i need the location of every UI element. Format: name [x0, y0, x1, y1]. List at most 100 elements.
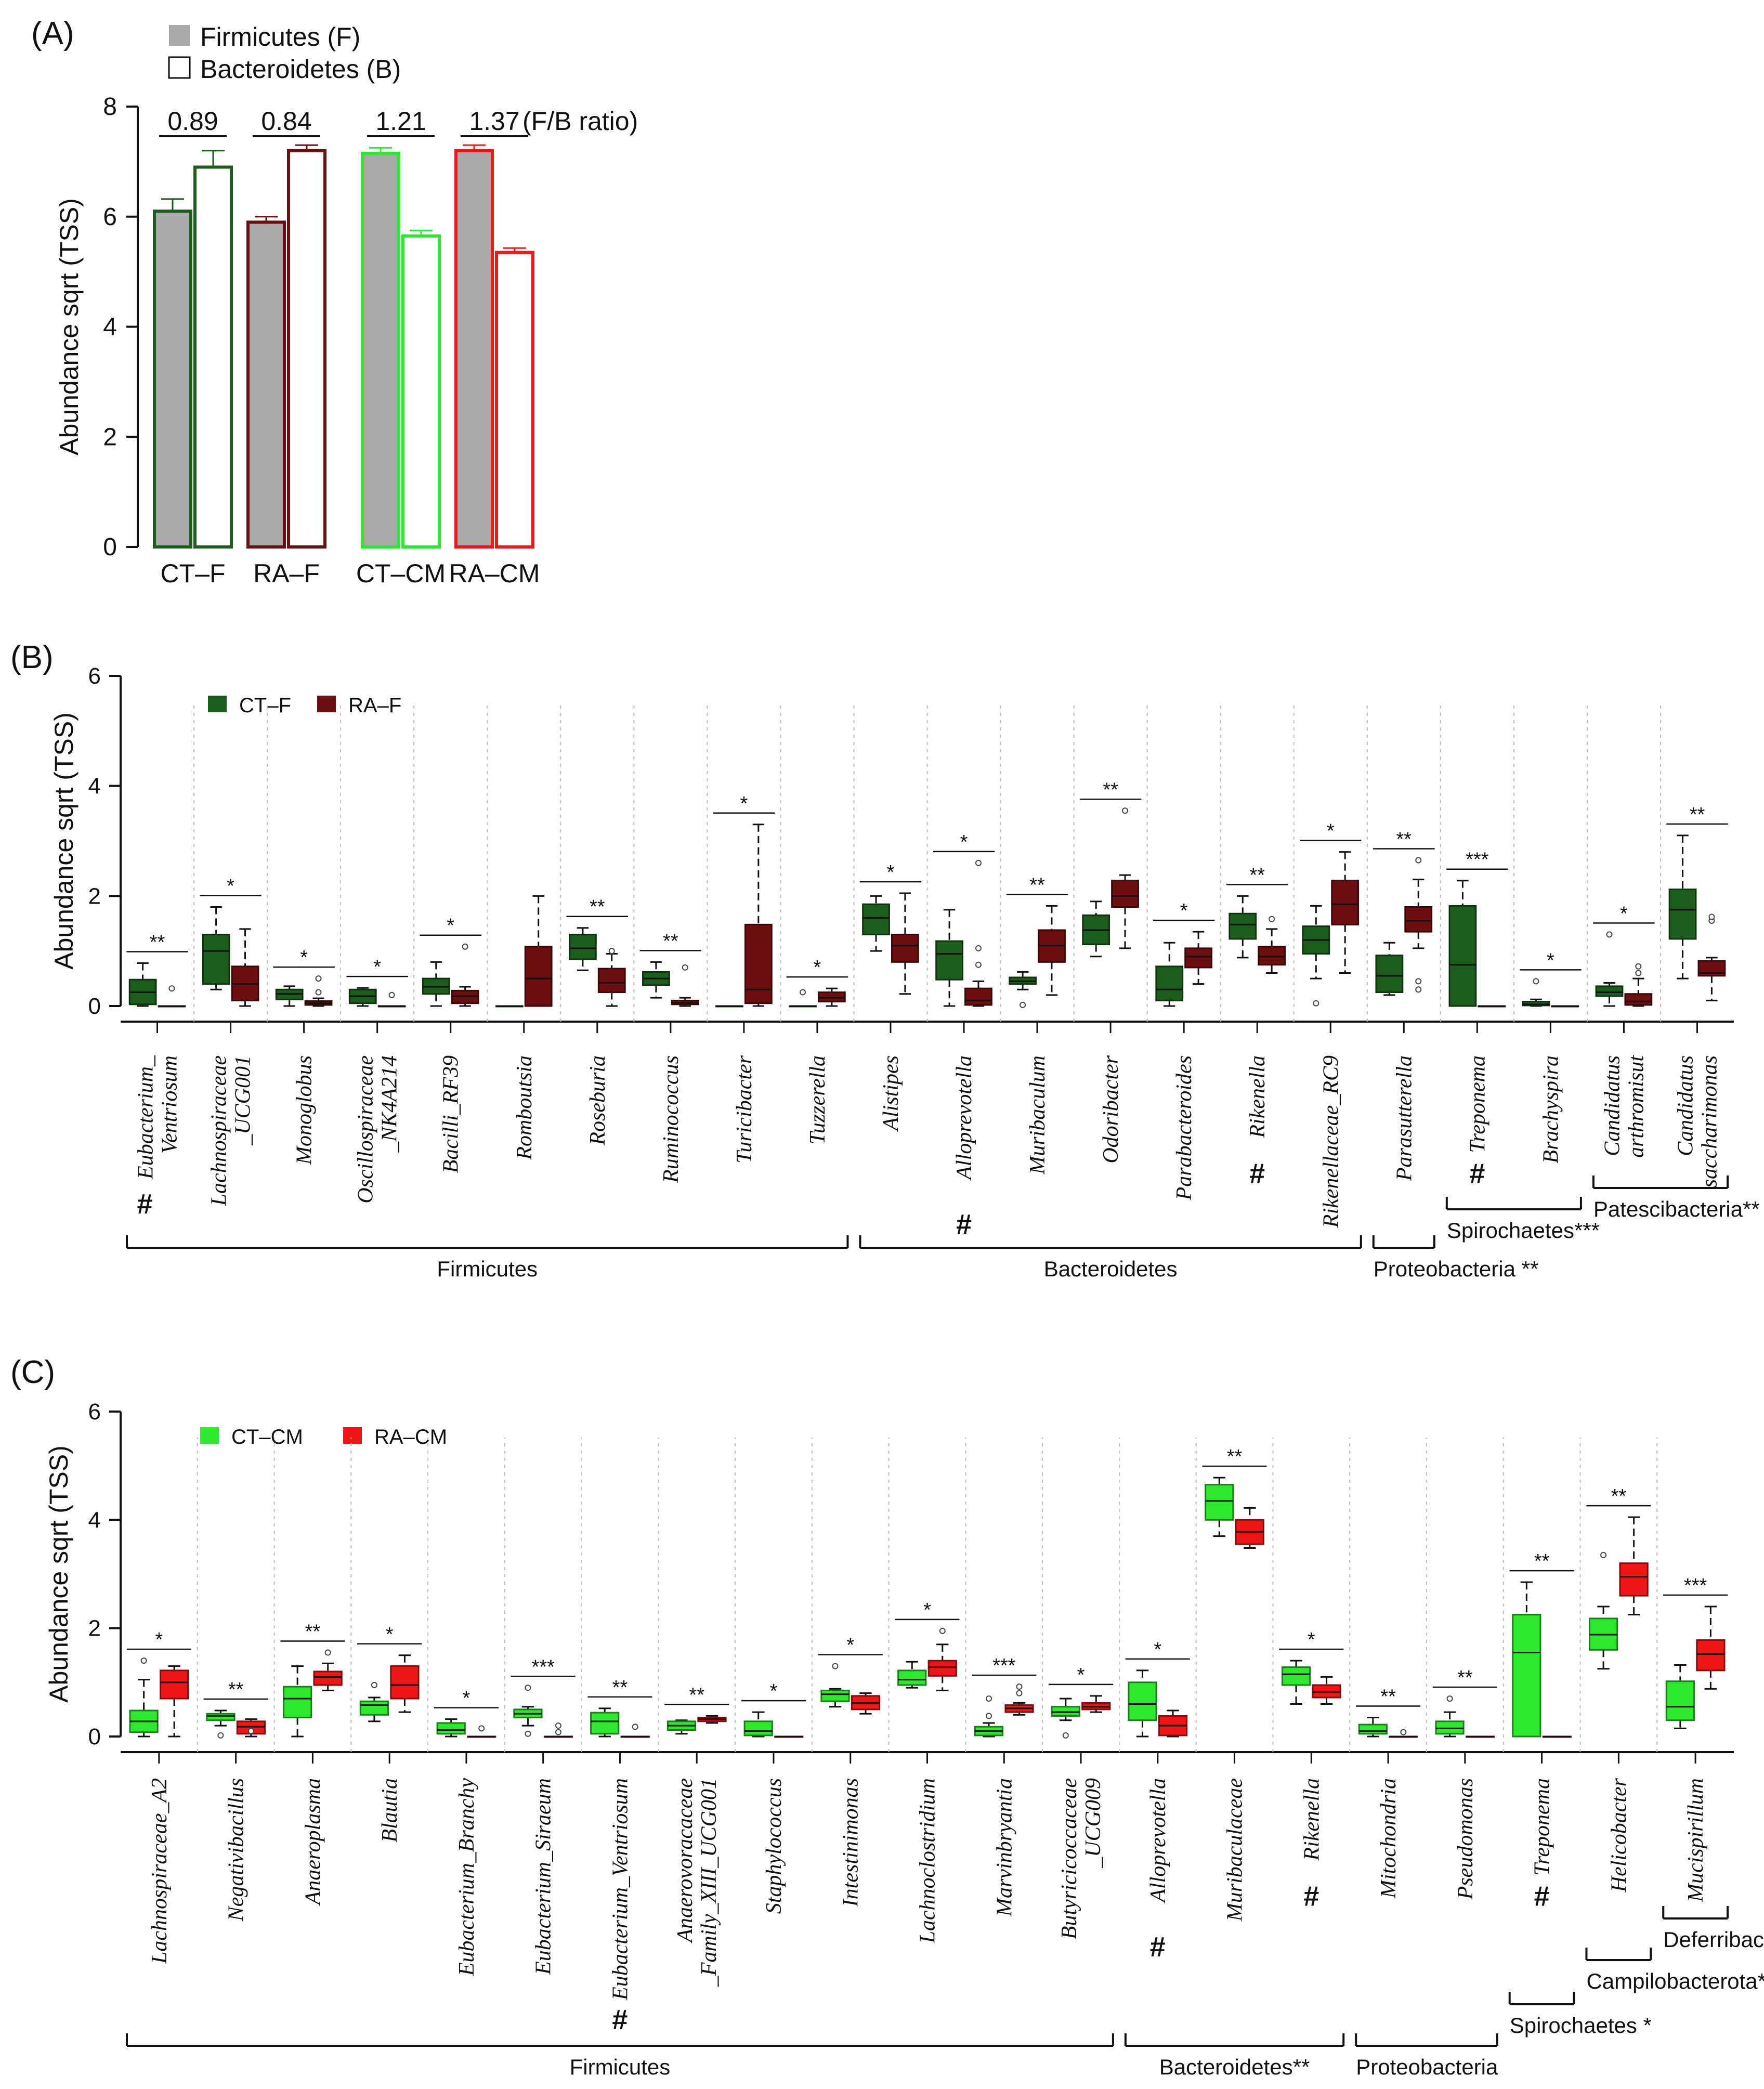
box-ra	[1404, 906, 1433, 933]
bar-firmicutes	[361, 151, 400, 549]
significance-stars: *	[227, 876, 234, 897]
taxon-label: Mitochondria	[1377, 1778, 1401, 1899]
taxon-label: Brachyspira	[1539, 1055, 1563, 1164]
outlier-point	[324, 1649, 331, 1656]
taxon-label: Muribaculum	[1026, 1055, 1050, 1175]
outlier-point	[832, 1663, 839, 1669]
outlier-point	[315, 989, 322, 996]
significance-stars: ***	[992, 1655, 1016, 1677]
y-axis-title: Abundance sqrt (TSS)	[44, 1445, 73, 1703]
outlier-point	[140, 1657, 147, 1664]
box-control	[897, 1669, 927, 1686]
box-control	[1375, 955, 1404, 994]
legend-swatch-firmicutes	[169, 25, 190, 46]
significance-stars: *	[923, 1599, 931, 1621]
significance-stars: *	[1308, 1629, 1315, 1651]
y-tick-label: 0	[88, 1724, 101, 1749]
taxon-label: Lachnospiraceae_A2	[148, 1778, 172, 1964]
significance-stars: *	[447, 915, 454, 937]
significance-stars: **	[1611, 1485, 1627, 1507]
significance-stars: *	[770, 1680, 778, 1702]
taxon-label: Pseudomonas	[1454, 1778, 1478, 1900]
significance-stars: *	[887, 861, 895, 883]
box-control	[1281, 1666, 1311, 1686]
outlier-point	[1533, 978, 1539, 985]
outlier-point	[1606, 931, 1613, 938]
significance-stars: **	[150, 931, 165, 953]
taxon-label: Staphylococcus	[762, 1778, 786, 1914]
box-ra	[817, 991, 846, 1003]
taxon-label: _NK4A214	[378, 1055, 402, 1153]
significance-stars: ***	[532, 1656, 555, 1678]
taxon-label: Alistipes	[879, 1055, 903, 1132]
box-ra	[1184, 947, 1212, 969]
phylum-label: Bacteroidetes	[1044, 1257, 1178, 1281]
taxon-label: Mucispirillum	[1684, 1778, 1708, 1902]
outlier-point	[1415, 857, 1422, 864]
legend-swatch-bacteroidetes	[168, 56, 191, 79]
y-tick-label: 4	[103, 314, 117, 341]
taxon-label: Roseburia	[586, 1055, 610, 1146]
outlier-point	[986, 1695, 992, 1702]
legend-label-bacteroidetes: Bacteroidetes (B)	[200, 55, 401, 84]
hash-marker: #	[1534, 1881, 1550, 1912]
panel-c: (C) 0 2 4 6 Abundance sqrt (TSS) CT–CM RA–CM * La…	[10, 1354, 1764, 2079]
taxon-label: Eubacterium_Siraeum	[532, 1778, 556, 1975]
significance-stars: **	[1690, 804, 1705, 826]
significance-stars: ***	[1684, 1575, 1707, 1597]
taxon-label: Lachnospiraceae	[207, 1055, 231, 1206]
taxon-label: Negativibacillus	[225, 1778, 249, 1922]
box-control	[1595, 985, 1624, 997]
fb-ratio-label: 0.89	[167, 107, 218, 136]
bar-firmicutes	[454, 149, 494, 549]
phylum-label: Proteobacteria	[1356, 2055, 1498, 2079]
significance-stars: *	[1327, 820, 1335, 842]
box-control	[1522, 1001, 1550, 1007]
taxon-label: Candidatus	[1674, 1055, 1697, 1156]
group-label: RA–F	[253, 559, 320, 588]
taxon-label: Butyricicoccaceae	[1057, 1778, 1081, 1939]
box-control	[1229, 912, 1257, 940]
outlier-point	[632, 1724, 638, 1730]
outlier-point	[608, 948, 615, 955]
significance-stars: **	[1380, 1686, 1396, 1708]
phylum-label: Campilobacterota**	[1586, 1969, 1764, 1993]
legend-swatch	[343, 1427, 362, 1444]
outlier-point	[1635, 970, 1642, 976]
phylum-label: Spirochaetes***	[1447, 1218, 1600, 1243]
taxon-label: Alloprevotella	[1146, 1778, 1170, 1904]
outlier-point	[975, 945, 982, 951]
panel-b-label: (B)	[10, 639, 54, 675]
box-control	[935, 940, 963, 981]
significance-stars: **	[1396, 829, 1412, 851]
bar-bacteroidetes	[401, 234, 441, 549]
box-ra	[744, 923, 773, 1004]
taxon-label: Eubacterium_Ventriosum	[608, 1778, 632, 2001]
outlier-point	[800, 989, 806, 996]
phylum-label: Firmicutes	[437, 1257, 538, 1281]
outlier-point	[247, 1728, 254, 1734]
taxon-label: Tuzzerella	[806, 1055, 830, 1144]
legend-label-firmicutes: Firmicutes (F)	[200, 22, 360, 51]
box-control	[1668, 889, 1697, 940]
taxon-label: Rikenella	[1246, 1055, 1270, 1139]
y-tick-label: 4	[88, 1507, 101, 1533]
significance-stars: *	[740, 793, 748, 815]
hash-marker: #	[137, 1189, 152, 1220]
y-tick-label: 8	[103, 93, 117, 121]
significance-stars: **	[1029, 874, 1045, 896]
box-control	[743, 1720, 773, 1737]
phylum-label: Patescibacteria**	[1593, 1197, 1760, 1221]
significance-stars: *	[463, 1688, 471, 1709]
hash-marker: #	[1249, 1158, 1265, 1190]
box-ra	[1624, 993, 1653, 1006]
significance-stars: **	[1457, 1667, 1473, 1689]
box-control	[1051, 1706, 1080, 1717]
taxon-label: Parabacteroides	[1172, 1055, 1196, 1200]
panel-a: (A) Firmicutes (F) Bacteroidetes (B) 0 2 4 6 8 A…	[31, 16, 638, 588]
phylum-label: Deferribacteres***	[1663, 1927, 1764, 1952]
box-control	[1512, 1614, 1541, 1738]
significance-stars: **	[1103, 779, 1118, 801]
y-axis-title: Abundance sqrt (TSS)	[49, 712, 79, 970]
outlier-point	[1122, 807, 1129, 814]
